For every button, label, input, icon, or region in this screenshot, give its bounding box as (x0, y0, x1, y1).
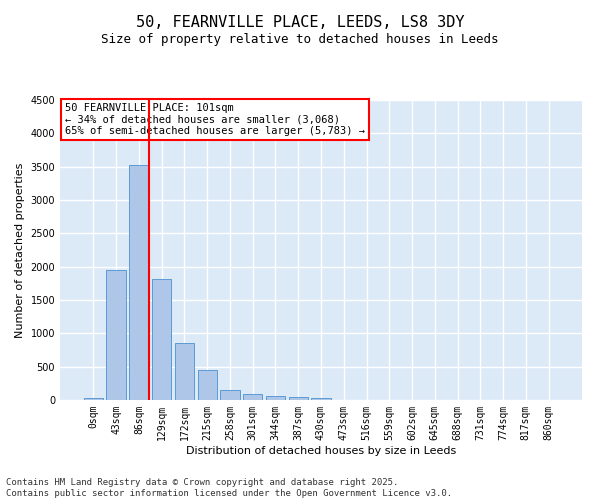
Bar (152, 280, 172, 400)
Bar (84, 398, 103, 400)
Bar (266, 396, 285, 400)
Text: Contains HM Land Registry data © Crown copyright and database right 2025.
Contai: Contains HM Land Registry data © Crown c… (6, 478, 452, 498)
Bar (129, 164, 149, 400)
Bar (311, 398, 331, 400)
Y-axis label: Number of detached properties: Number of detached properties (15, 162, 25, 338)
Bar (197, 370, 217, 400)
Bar (106, 270, 126, 400)
Text: Size of property relative to detached houses in Leeds: Size of property relative to detached ho… (101, 32, 499, 46)
X-axis label: Distribution of detached houses by size in Leeds: Distribution of detached houses by size … (186, 446, 456, 456)
Text: 50 FEARNVILLE PLACE: 101sqm
← 34% of detached houses are smaller (3,068)
65% of : 50 FEARNVILLE PLACE: 101sqm ← 34% of det… (65, 103, 365, 136)
Bar (243, 394, 262, 400)
Text: 50, FEARNVILLE PLACE, LEEDS, LS8 3DY: 50, FEARNVILLE PLACE, LEEDS, LS8 3DY (136, 15, 464, 30)
Bar (289, 396, 308, 400)
Bar (175, 344, 194, 400)
Bar (220, 390, 239, 400)
